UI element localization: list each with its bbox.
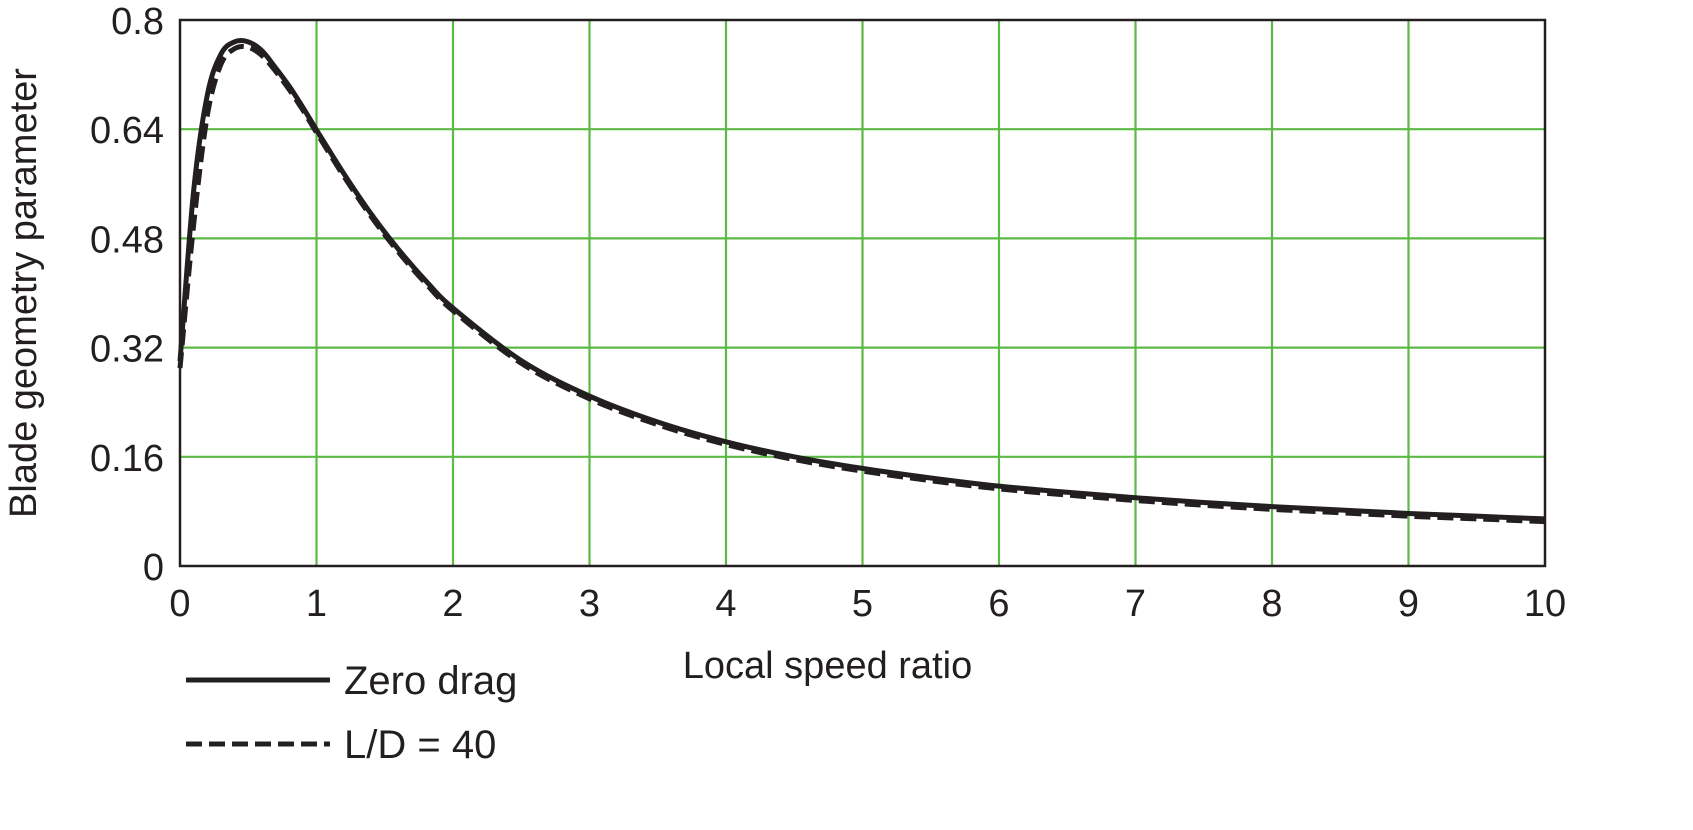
x-tick-label: 10 xyxy=(1524,583,1566,625)
plot-frame xyxy=(178,18,1547,568)
y-tick-labels: 0 0.16 0.32 0.48 0.64 0.8 xyxy=(90,1,164,589)
grid-lines xyxy=(180,20,1545,566)
legend-label-l-d-40: L/D = 40 xyxy=(344,723,496,767)
y-tick-label: 0.16 xyxy=(90,438,164,480)
x-tick-label: 7 xyxy=(1125,583,1146,625)
x-tick-label: 8 xyxy=(1261,583,1282,625)
x-axis-title: Local speed ratio xyxy=(683,645,972,687)
x-tick-label: 6 xyxy=(988,583,1009,625)
y-tick-label: 0.48 xyxy=(90,219,164,261)
y-tick-label: 0.64 xyxy=(90,110,164,152)
x-tick-label: 5 xyxy=(852,583,873,625)
x-tick-labels: 0 1 2 3 4 5 6 7 8 9 10 xyxy=(169,583,1566,625)
y-axis-title: Blade geometry parameter xyxy=(3,68,45,518)
series-lines xyxy=(177,38,1546,525)
y-tick-label: 0.32 xyxy=(90,329,164,371)
x-tick-label: 0 xyxy=(169,583,190,625)
x-tick-label: 1 xyxy=(306,583,327,625)
legend-label-zero-drag: Zero drag xyxy=(344,659,517,703)
legend: Zero drag L/D = 40 xyxy=(186,659,517,767)
y-tick-label: 0 xyxy=(143,547,164,589)
x-tick-label: 4 xyxy=(715,583,736,625)
y-tick-label: 0.8 xyxy=(111,1,164,43)
x-tick-label: 2 xyxy=(442,583,463,625)
x-tick-label: 9 xyxy=(1398,583,1419,625)
x-tick-label: 3 xyxy=(579,583,600,625)
